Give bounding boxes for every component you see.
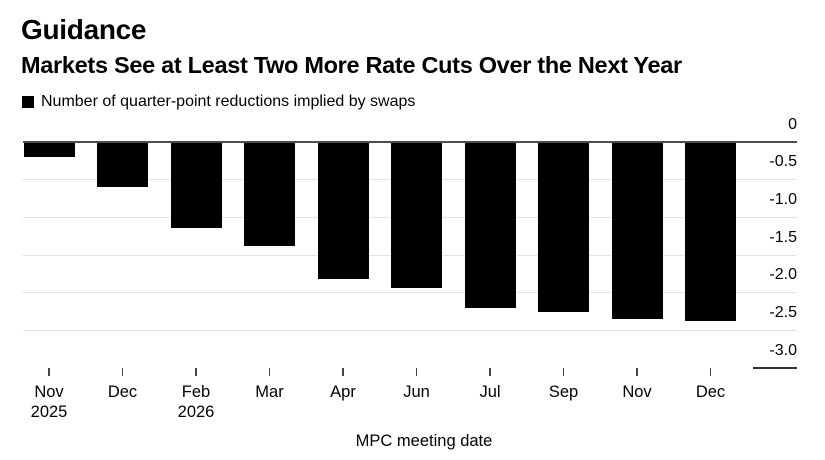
y-axis-tick-label: -3.0 (769, 341, 797, 359)
gridline (23, 292, 797, 294)
bar (23, 142, 75, 158)
y-axis-tick-label: -1.5 (769, 228, 797, 246)
y-axis-tick-label: -2.5 (769, 304, 797, 321)
y-axis-tick-label: 0 (788, 115, 797, 133)
bar (685, 142, 736, 321)
x-axis-month-label: Mar (255, 383, 284, 401)
x-axis-tick-mark (48, 367, 50, 377)
x-axis-tick-mark (415, 367, 418, 377)
x-axis-tick-mark (489, 367, 491, 377)
x-axis-tick-mark (195, 367, 197, 377)
zero-axis-line (23, 140, 797, 143)
x-axis-month-label: Jun (403, 383, 430, 401)
bar (391, 142, 442, 288)
chart-eyebrow-title: Guidance (21, 14, 147, 45)
bottom-tick-line (753, 367, 797, 369)
legend-swatch-icon (22, 96, 34, 108)
legend-label: Number of quarter-point reductions impli… (41, 93, 416, 110)
x-axis-tick-mark (342, 367, 344, 377)
chart-headline: Markets See at Least Two More Rate Cuts … (21, 52, 682, 78)
y-axis-tick-label: -1.0 (769, 190, 797, 208)
bar (611, 142, 663, 320)
bar (244, 142, 295, 247)
x-axis-tick-mark (268, 367, 271, 377)
legend: Number of quarter-point reductions impli… (22, 93, 415, 111)
x-axis-month-label: Jul (479, 383, 501, 401)
gridline (23, 330, 797, 331)
bar (97, 142, 148, 188)
x-axis-month-label: Dec (695, 383, 726, 401)
x-axis-tick-mark (121, 367, 124, 377)
y-axis-tick-label: -2.0 (769, 266, 797, 284)
bar (317, 142, 369, 279)
x-axis-tick-mark (562, 367, 565, 377)
x-axis-month-label: Sep (548, 383, 579, 401)
x-axis-year-label: 2025 (30, 403, 68, 421)
x-axis-title: MPC meeting date (355, 432, 493, 450)
x-axis-month-label: Feb (181, 383, 211, 401)
x-axis-tick-mark (709, 367, 712, 377)
x-axis-month-label: Apr (330, 383, 356, 401)
bar (170, 142, 222, 229)
x-axis-month-label: Nov (622, 383, 652, 401)
x-axis-tick-mark (636, 367, 638, 377)
y-axis-tick-label: -0.5 (769, 153, 797, 171)
bar (538, 142, 589, 312)
bar (464, 142, 516, 309)
x-axis-month-label: Nov (34, 383, 64, 401)
x-axis-month-label: Dec (107, 383, 138, 401)
x-axis-year-label: 2026 (177, 403, 215, 421)
